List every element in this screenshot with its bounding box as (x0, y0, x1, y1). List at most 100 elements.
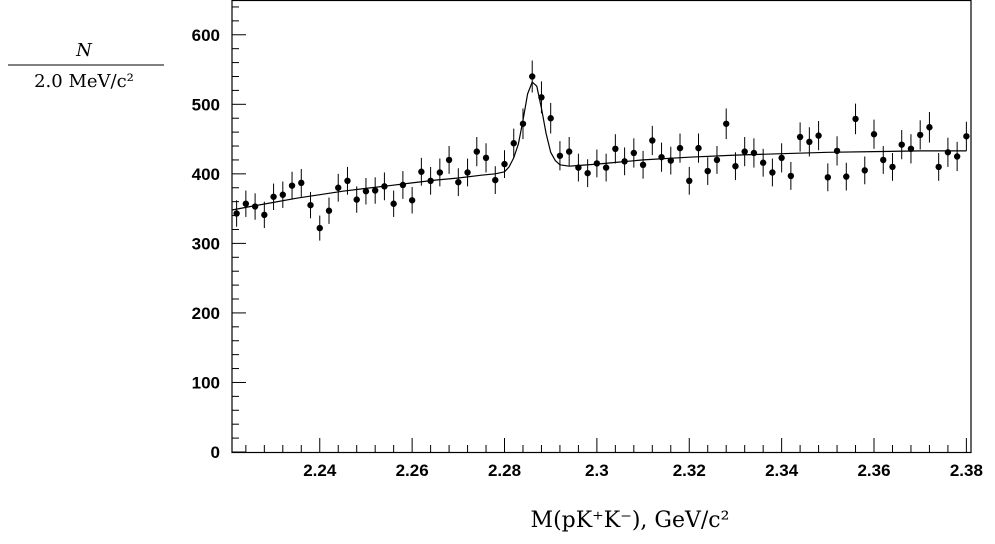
data-point (233, 210, 240, 217)
data-point (445, 156, 453, 164)
data-point (584, 169, 591, 177)
data-point (455, 178, 462, 186)
data-point (510, 140, 517, 147)
axes (231, 0, 972, 454)
data-point (464, 169, 471, 176)
data-point (880, 156, 887, 164)
data-point (371, 187, 379, 194)
data-point (593, 160, 601, 167)
data-point (261, 211, 268, 219)
data-point (649, 137, 656, 144)
data-point (612, 145, 619, 153)
data-point (353, 196, 360, 203)
data-point (519, 120, 527, 127)
data-point (907, 145, 915, 153)
x-tick-label: 2.26 (396, 461, 429, 480)
data-point (621, 158, 628, 165)
data-point (408, 197, 416, 204)
data-point (547, 115, 554, 122)
data-point (335, 184, 342, 191)
data-point (575, 164, 582, 171)
data-point (538, 94, 545, 101)
data-point (695, 144, 702, 152)
data-point (926, 124, 933, 131)
fit-curve (231, 81, 967, 211)
data-point (630, 149, 638, 157)
data-point (787, 172, 795, 180)
data-point (399, 181, 407, 189)
data-point (935, 163, 942, 171)
plot-frame (231, 0, 972, 454)
x-tick-label: 2.32 (673, 461, 706, 480)
data-point (898, 141, 905, 148)
data-point (806, 138, 813, 146)
data-point (843, 173, 850, 180)
data-point (501, 160, 508, 168)
data-point (307, 201, 314, 209)
y-axis-label-denominator: 2.0 MeV/c² (34, 71, 134, 92)
data-point (750, 149, 758, 157)
y-tick-label: 100 (192, 373, 220, 392)
data-point (861, 167, 868, 174)
data-point (953, 153, 961, 160)
data-point (473, 148, 480, 155)
data-point (658, 153, 665, 161)
data-point (963, 133, 970, 140)
data-point (889, 163, 896, 171)
fit-curve-group (231, 81, 967, 211)
data-point (556, 152, 564, 159)
data-point (482, 154, 490, 162)
data-point (639, 161, 647, 169)
x-axis-title: M(pK⁺K⁻), GeV/c² (531, 508, 730, 533)
data-point (602, 164, 610, 171)
data-point (732, 162, 739, 170)
data-point (944, 149, 952, 156)
data-point (824, 174, 832, 181)
y-tick-label: 0 (211, 443, 220, 462)
data-point (870, 131, 878, 138)
data-point (723, 120, 730, 127)
y-tick-label: 400 (192, 165, 220, 184)
data-point (298, 179, 305, 187)
data-point (916, 131, 924, 139)
data-point (713, 156, 721, 164)
data-point (796, 133, 804, 141)
data-point (390, 200, 397, 207)
data-point (436, 169, 444, 176)
data-points-group (233, 60, 970, 241)
data-point (344, 177, 351, 184)
data-point (704, 167, 711, 175)
data-point (242, 200, 250, 207)
y-axis-label-numerator: N (75, 40, 93, 61)
data-point (676, 144, 684, 152)
y-tick-label: 200 (192, 304, 220, 323)
x-tick-label: 2.24 (303, 461, 337, 480)
data-point (667, 157, 674, 164)
data-point (769, 169, 776, 176)
y-tick-label: 300 (192, 234, 220, 253)
data-point (316, 224, 323, 232)
data-point (529, 73, 536, 80)
x-tick-label: 2.36 (857, 461, 890, 480)
data-point (381, 183, 388, 190)
data-point (741, 148, 748, 155)
data-point (362, 188, 370, 195)
data-point (270, 193, 277, 200)
x-tick-label: 2.28 (488, 461, 521, 480)
y-tick-label: 500 (192, 95, 220, 114)
data-point (833, 147, 841, 155)
data-point (492, 176, 499, 184)
data-point (565, 148, 573, 155)
tick-labels-group: 0 100 200 300 400 500 600 2.24 2.26 2.28 2.3 2.32 2.… (192, 26, 983, 480)
data-point (759, 159, 767, 166)
data-point (418, 168, 425, 175)
data-point (325, 207, 333, 214)
data-point (852, 115, 859, 123)
data-point (778, 154, 785, 162)
y-tick-label: 600 (192, 26, 220, 45)
data-point (686, 177, 693, 184)
data-point (427, 177, 434, 184)
x-tick-label: 2.38 (950, 461, 983, 480)
data-point (288, 182, 296, 189)
